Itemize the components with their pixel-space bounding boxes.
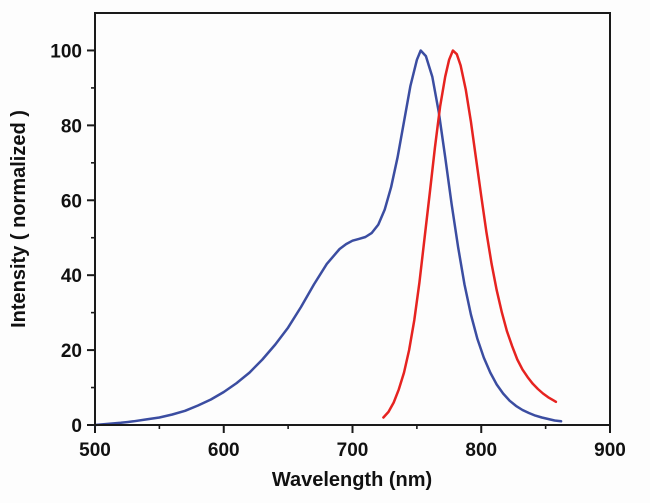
y-axis-title: Intensity ( normalized ) <box>8 110 30 328</box>
y-tick-label: 100 <box>50 41 82 62</box>
x-tick-label: 700 <box>337 440 369 461</box>
x-tick-label: 600 <box>208 440 240 461</box>
x-tick-label: 900 <box>594 440 626 461</box>
plot-layer: 500 600 700 800 900 0 20 40 60 80 100 <box>50 12 626 461</box>
x-axis-title: Wavelength (nm) <box>272 469 432 491</box>
x-tick-label: 500 <box>79 440 111 461</box>
y-tick-label: 60 <box>61 191 82 212</box>
x-tick-label: 800 <box>465 440 497 461</box>
y-tick-label: 0 <box>71 416 82 437</box>
y-tick-label: 80 <box>61 116 82 137</box>
absorption-spectrum-curve <box>93 49 563 427</box>
plot-frame <box>94 12 611 426</box>
emission-spectrum-curve <box>382 49 558 419</box>
y-tick-label: 40 <box>61 266 82 287</box>
y-tick-label: 20 <box>61 341 82 362</box>
